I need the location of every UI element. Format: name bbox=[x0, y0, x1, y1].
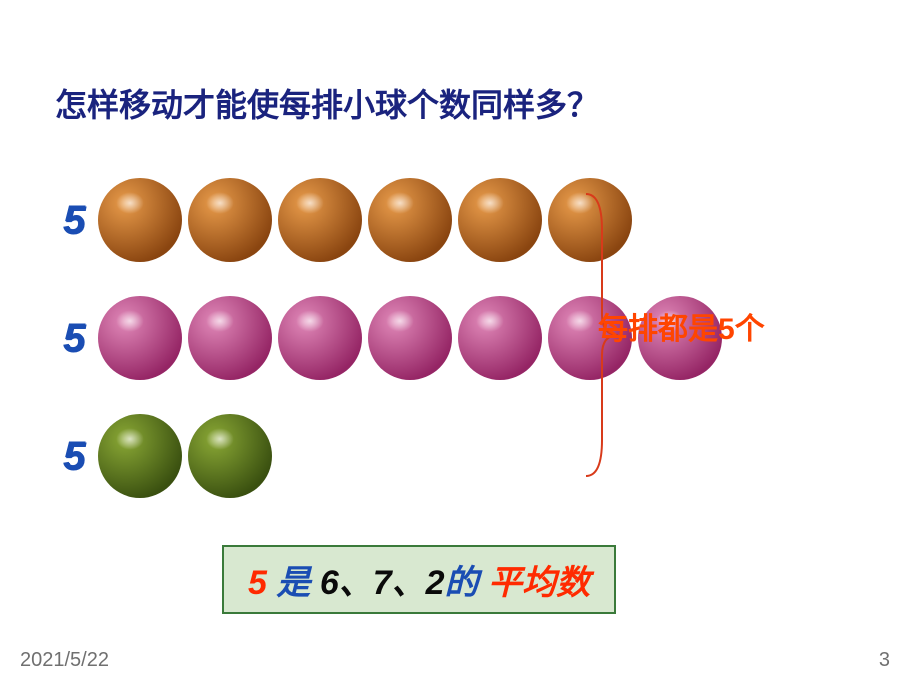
row-label-2: 5 bbox=[50, 434, 98, 479]
ball-row-2: 5 bbox=[50, 401, 722, 511]
summary-part-4: 平均数 bbox=[488, 564, 590, 602]
summary-part-3: 的 bbox=[445, 564, 488, 602]
ball bbox=[458, 296, 542, 380]
footer-page-number: 3 bbox=[879, 649, 890, 672]
ball bbox=[278, 178, 362, 262]
ball bbox=[98, 296, 182, 380]
ball bbox=[98, 178, 182, 262]
balls-group-0 bbox=[98, 178, 632, 262]
ball bbox=[98, 414, 182, 498]
result-prefix: 每排都是 bbox=[598, 313, 718, 346]
ball bbox=[188, 414, 272, 498]
result-number: 5 bbox=[718, 313, 735, 346]
row-label-0: 5 bbox=[50, 198, 98, 243]
summary-part-1: 是 bbox=[276, 564, 319, 602]
row-label-1: 5 bbox=[50, 316, 98, 361]
ball bbox=[188, 296, 272, 380]
footer-date: 2021/5/22 bbox=[20, 649, 109, 672]
ball bbox=[368, 178, 452, 262]
summary-statement: 5 是 6、7、2的 平均数 bbox=[222, 545, 616, 614]
ball bbox=[278, 296, 362, 380]
result-text: 每排都是5个 bbox=[598, 304, 765, 348]
ball bbox=[188, 178, 272, 262]
ball bbox=[368, 296, 452, 380]
question-title: 怎样移动才能使每排小球个数同样多？ bbox=[55, 80, 599, 126]
ball-row-0: 5 bbox=[50, 165, 722, 275]
summary-part-2: 6、7、2 bbox=[320, 564, 445, 602]
ball bbox=[458, 178, 542, 262]
summary-part-0: 5 bbox=[248, 564, 276, 602]
balls-group-2 bbox=[98, 414, 272, 498]
result-suffix: 个 bbox=[735, 313, 765, 346]
